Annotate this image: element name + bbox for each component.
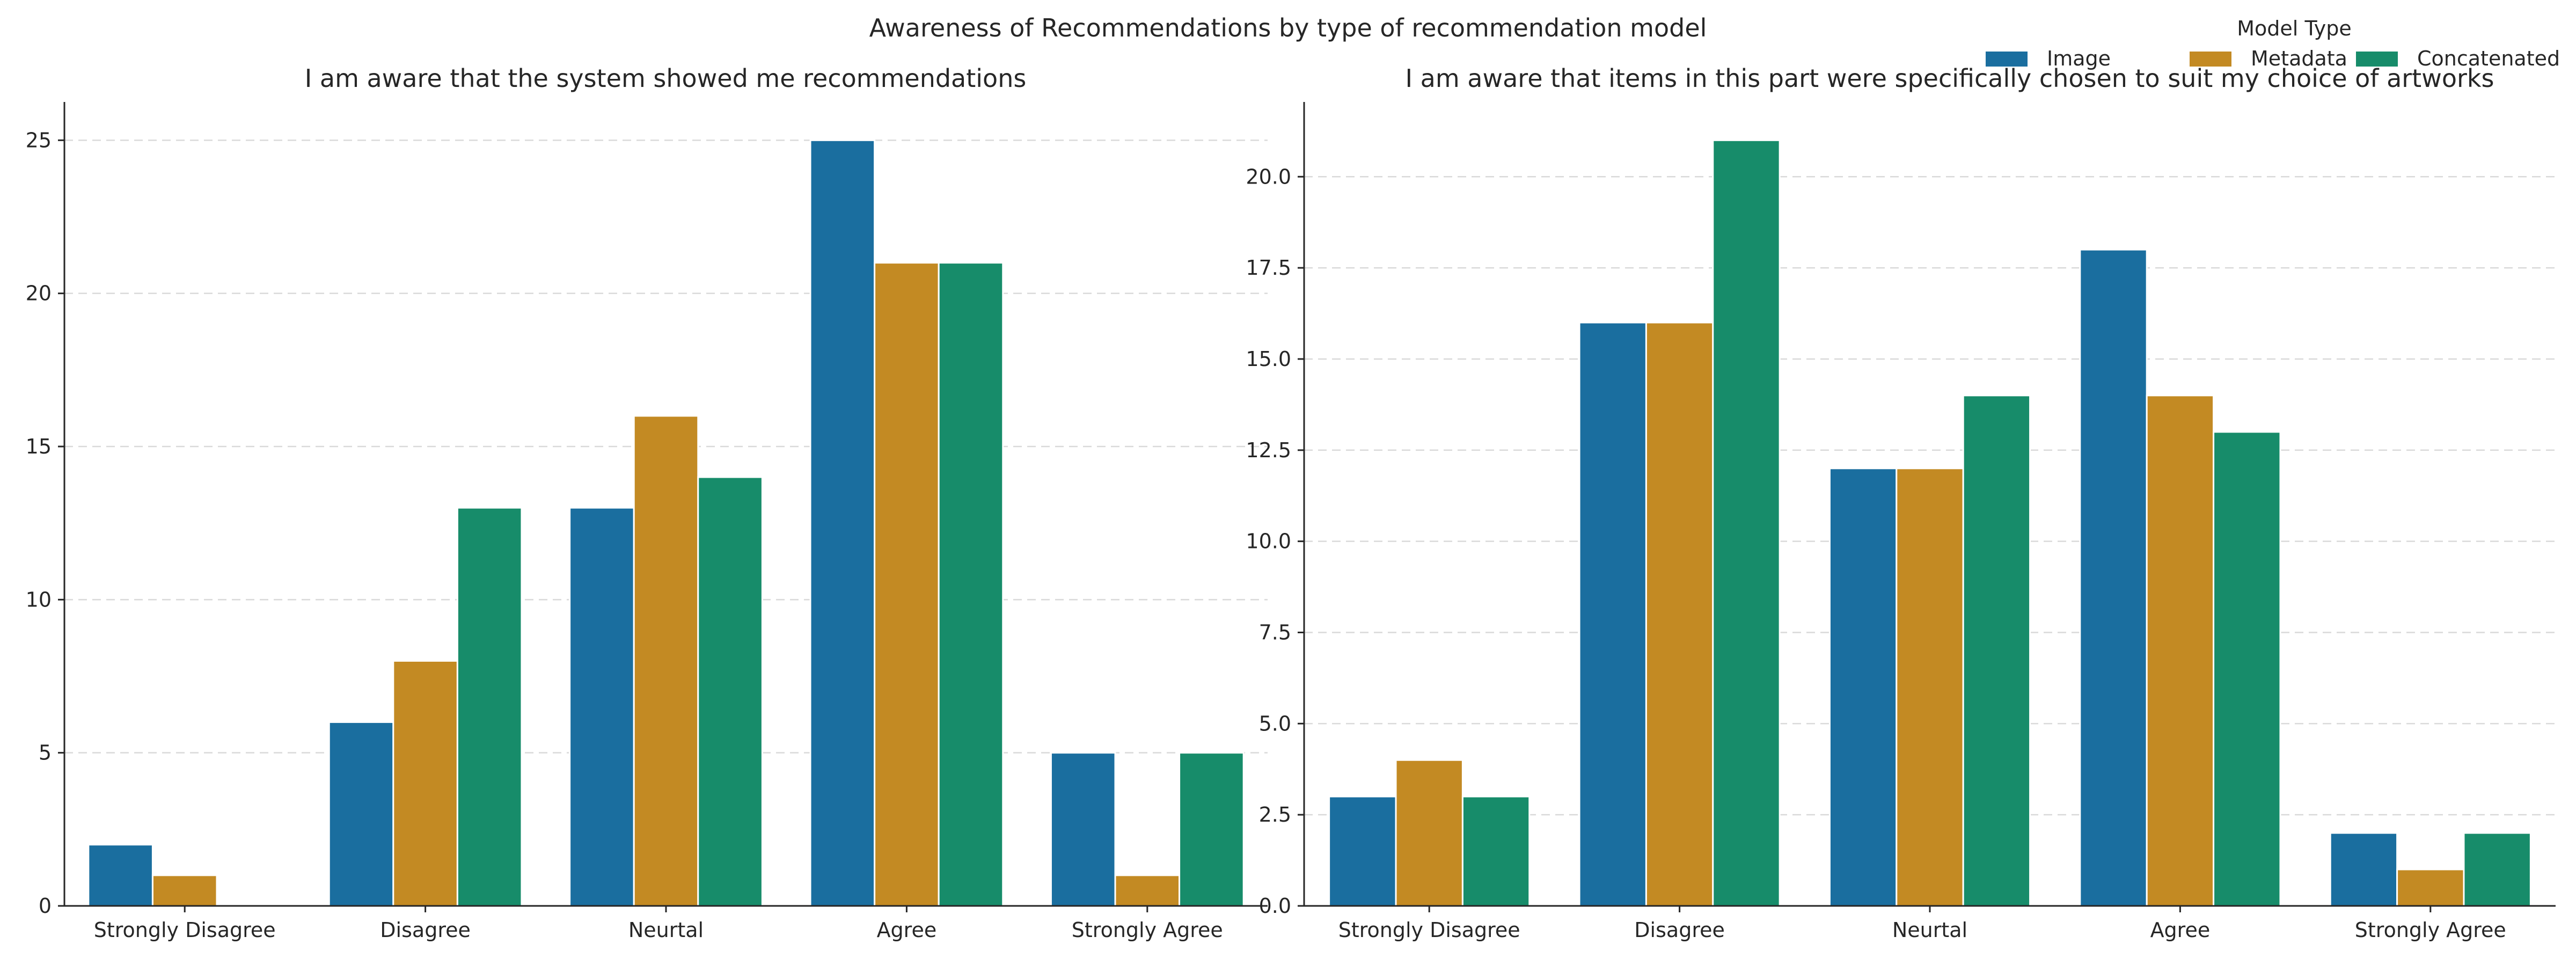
legend-swatch-concatenated xyxy=(2356,52,2398,67)
legend-label-concatenated: Concatenated xyxy=(2417,47,2560,70)
y-tick-label-left-5: 25 xyxy=(26,128,52,152)
y-tick-label-left-3: 15 xyxy=(26,435,52,458)
legend-swatch-metadata xyxy=(2190,52,2231,67)
y-tick-label-right-4: 10.0 xyxy=(1246,530,1291,553)
bar-right-concatenated-0 xyxy=(1461,795,1531,907)
bar-right-image-4 xyxy=(2329,832,2398,907)
bar-right-concatenated-4 xyxy=(2463,832,2531,907)
chart-title-left: I am aware that the system showed me rec… xyxy=(305,64,1027,93)
bar-left-image-2 xyxy=(569,507,635,907)
bar-right-image-2 xyxy=(1828,467,1898,907)
chart-title-right: I am aware that items in this part were … xyxy=(1405,64,2494,93)
bar-right-metadata-0 xyxy=(1395,759,1463,907)
legend: Model Type Image Metadata Concatenated xyxy=(1986,17,2560,70)
legend-label-metadata: Metadata xyxy=(2251,47,2347,70)
y-tick-label-right-0: 0.0 xyxy=(1259,894,1291,918)
x-tick-label-right-4: Strongly Agree xyxy=(2355,918,2506,942)
x-tick-label-left-3: Agree xyxy=(877,918,937,942)
x-tick-label-left-1: Disagree xyxy=(380,918,471,942)
x-tick-label-left-4: Strongly Agree xyxy=(1072,918,1223,942)
bar-left-metadata-1 xyxy=(392,660,458,907)
x-tick-label-right-3: Agree xyxy=(2150,918,2211,942)
y-tick-label-left-2: 10 xyxy=(26,588,52,611)
bar-right-concatenated-3 xyxy=(2213,431,2281,907)
bar-right-metadata-3 xyxy=(2146,394,2215,907)
legend-swatch-image xyxy=(1986,52,2028,67)
bar-right-metadata-2 xyxy=(1896,467,1964,907)
bar-left-image-0 xyxy=(87,844,153,907)
bar-left-metadata-0 xyxy=(151,874,218,907)
chart-panel-left: I am aware that the system showed me rec… xyxy=(26,64,1268,942)
bar-right-image-0 xyxy=(1328,795,1397,907)
x-tick-label-left-0: Strongly Disagree xyxy=(94,918,276,942)
y-tick-label-right-3: 7.5 xyxy=(1259,620,1291,644)
x-tick-label-right-0: Strongly Disagree xyxy=(1338,918,1520,942)
bar-right-image-1 xyxy=(1578,321,1647,907)
y-tick-label-left-0: 0 xyxy=(39,894,52,918)
bar-left-concatenated-3 xyxy=(938,262,1004,907)
bar-left-metadata-3 xyxy=(874,262,940,907)
y-tick-label-right-7: 17.5 xyxy=(1246,256,1291,280)
bar-left-image-1 xyxy=(328,721,394,907)
chart-panel-right: I am aware that items in this part were … xyxy=(1246,64,2556,942)
bar-left-metadata-2 xyxy=(633,415,699,907)
bar-right-concatenated-2 xyxy=(1962,394,2031,907)
bar-left-metadata-4 xyxy=(1114,874,1181,907)
bar-left-image-3 xyxy=(809,139,876,907)
y-tick-label-left-4: 20 xyxy=(26,282,52,305)
bar-left-concatenated-1 xyxy=(456,507,523,907)
y-tick-label-right-2: 5.0 xyxy=(1259,712,1291,735)
bar-right-concatenated-1 xyxy=(1712,139,1781,907)
x-tick-label-right-2: Neurtal xyxy=(1892,918,1967,942)
bar-right-metadata-4 xyxy=(2396,868,2465,907)
y-tick-label-right-1: 2.5 xyxy=(1259,803,1291,826)
y-tick-label-left-1: 5 xyxy=(39,741,52,765)
figure-title: Awareness of Recommendations by type of … xyxy=(869,13,1707,42)
x-tick-label-right-1: Disagree xyxy=(1634,918,1725,942)
x-tick-label-left-2: Neurtal xyxy=(628,918,704,942)
legend-title: Model Type xyxy=(2237,17,2351,40)
bar-right-metadata-1 xyxy=(1645,321,1714,907)
legend-label-image: Image xyxy=(2047,47,2111,70)
bar-right-image-3 xyxy=(2079,248,2148,907)
bar-left-concatenated-2 xyxy=(697,476,763,907)
bar-left-image-4 xyxy=(1050,752,1116,907)
y-tick-label-right-8: 20.0 xyxy=(1246,165,1291,188)
y-tick-label-right-5: 12.5 xyxy=(1246,438,1291,462)
bar-left-concatenated-4 xyxy=(1179,752,1245,907)
y-tick-label-right-6: 15.0 xyxy=(1246,347,1291,371)
